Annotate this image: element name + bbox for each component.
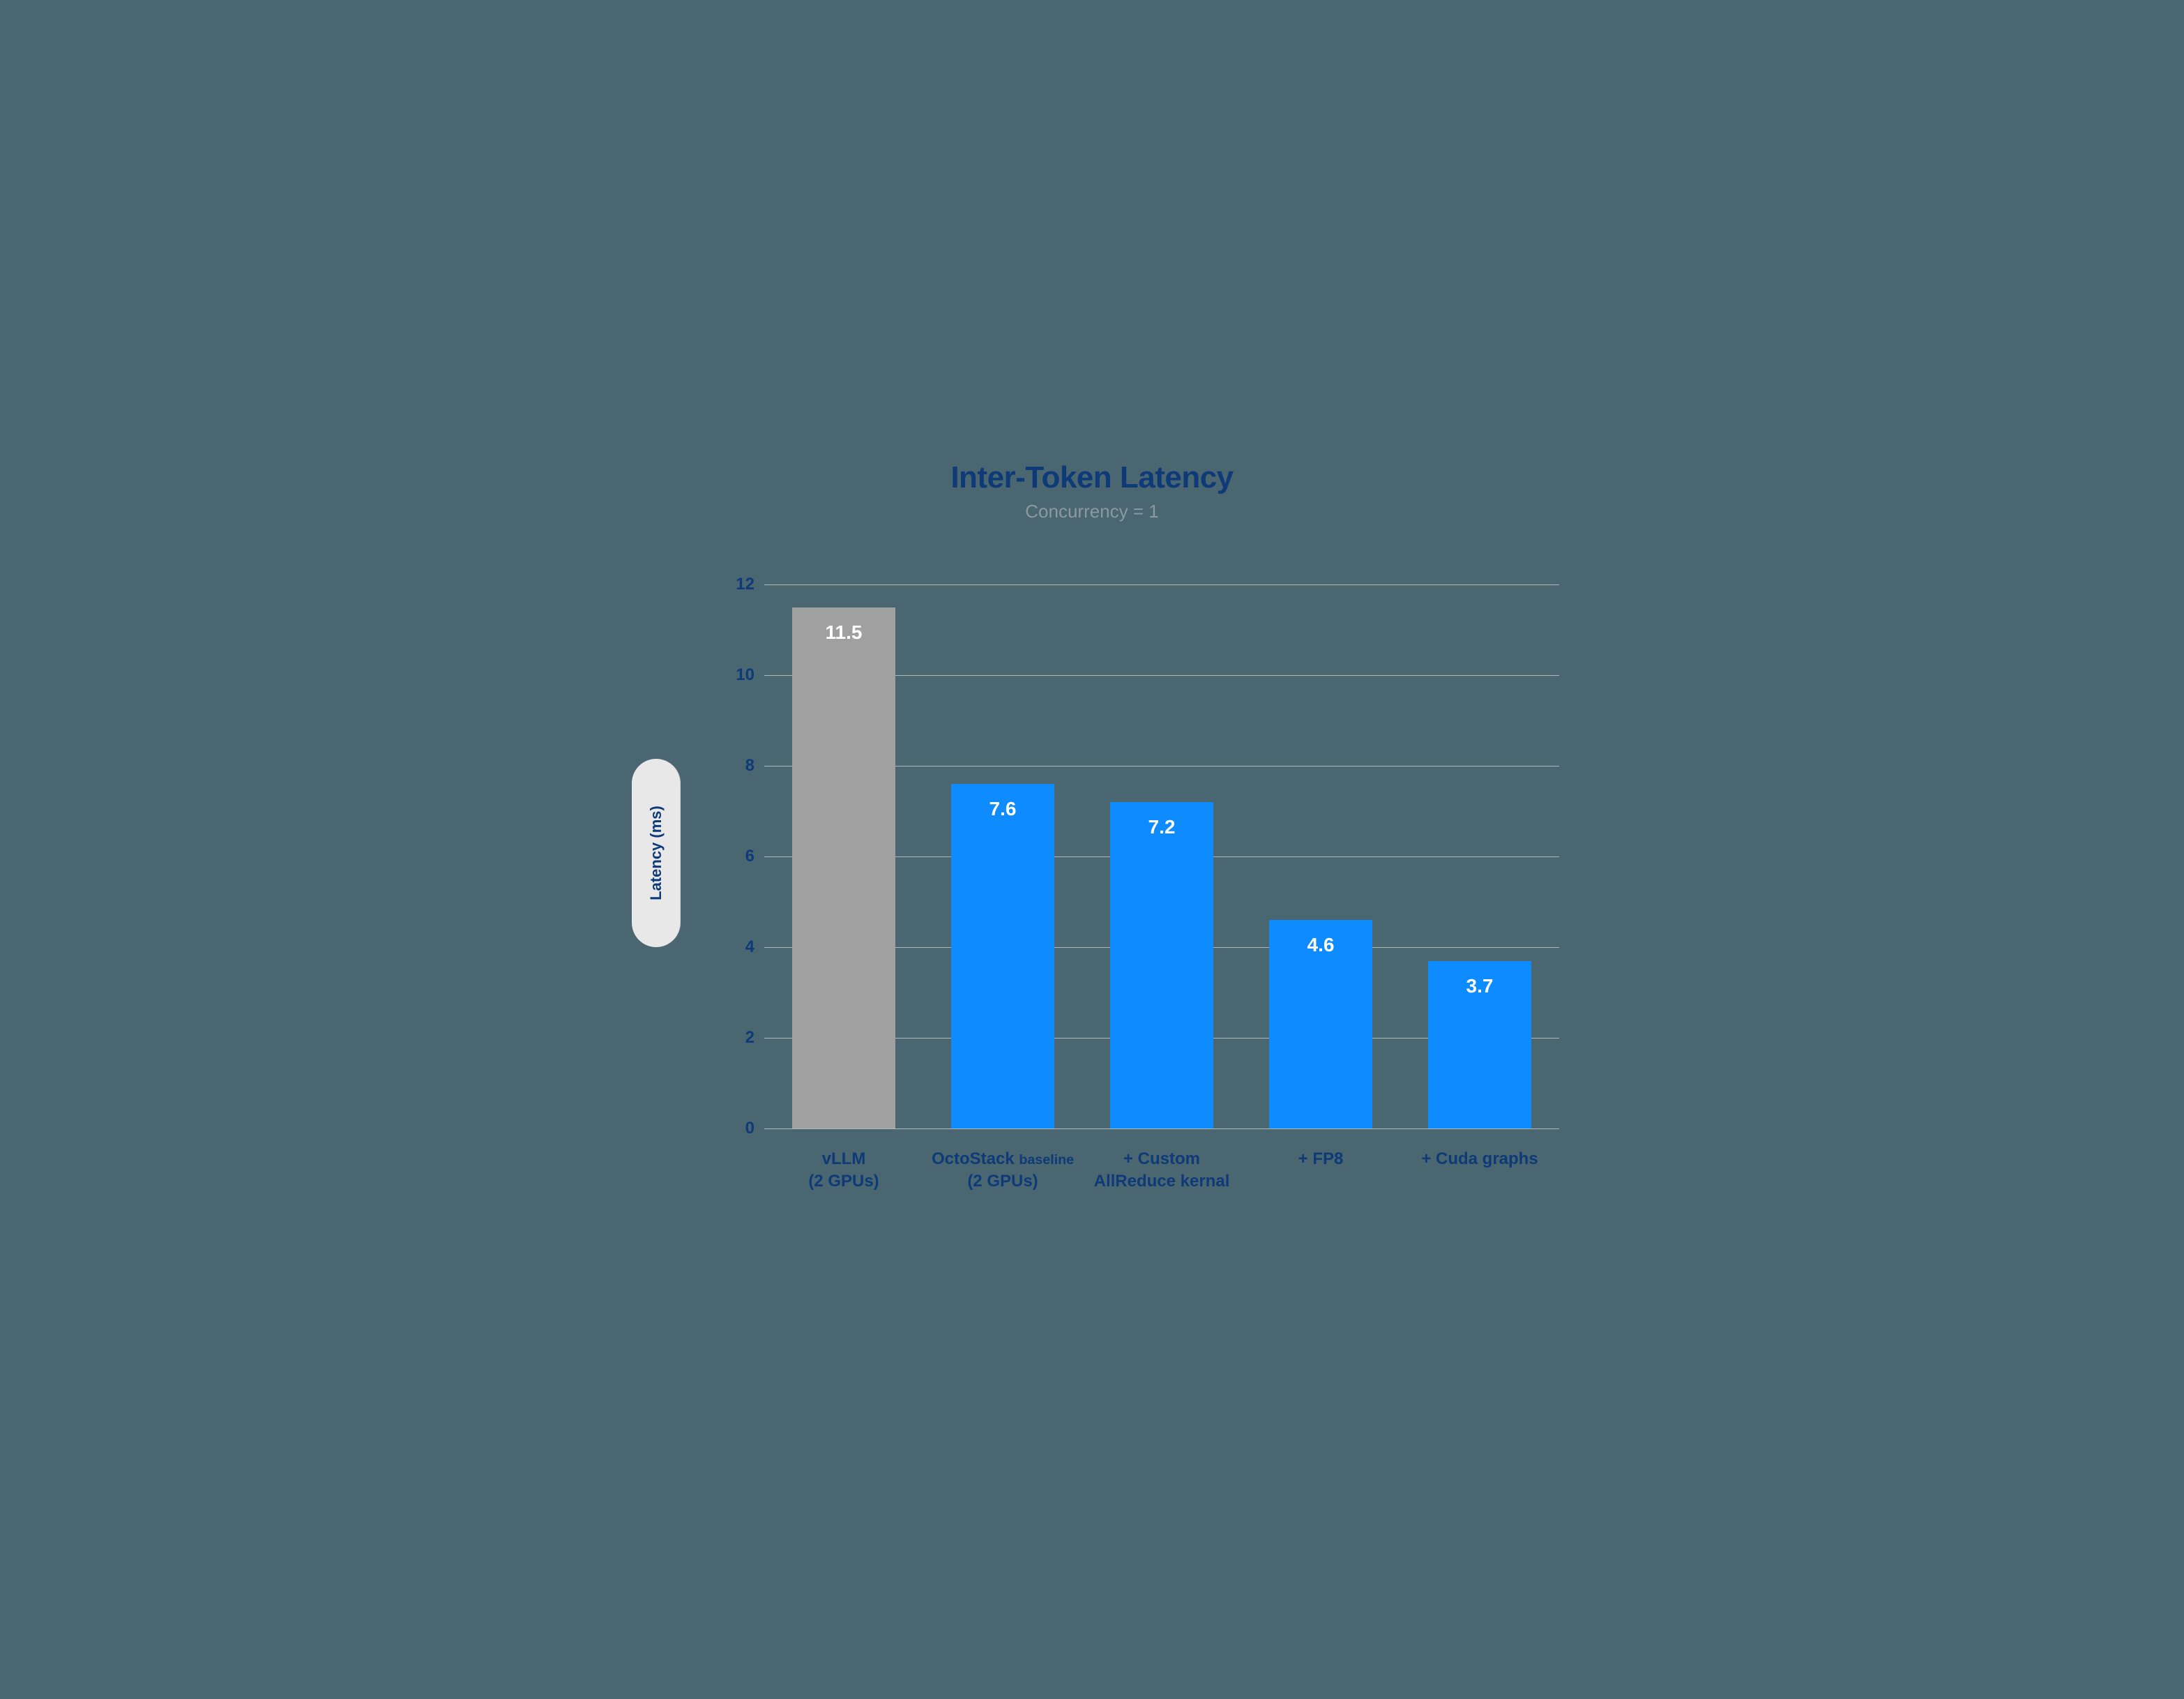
y-axis-label: Latency (ms) xyxy=(647,806,665,900)
x-axis-label: + FP8 xyxy=(1241,1148,1400,1170)
bar: 4.6 xyxy=(1269,920,1372,1128)
y-tick-label: 6 xyxy=(720,847,754,866)
y-tick-label: 4 xyxy=(720,937,754,957)
chart-stage: Inter-Token Latency Concurrency = 1 Late… xyxy=(576,431,1608,1268)
y-tick-label: 2 xyxy=(720,1028,754,1048)
bar: 11.5 xyxy=(792,607,895,1129)
bar-value-label: 11.5 xyxy=(792,621,895,644)
y-tick-label: 0 xyxy=(720,1119,754,1138)
x-axis-label: OctoStack baseline(2 GPUs) xyxy=(923,1148,1082,1193)
bar-value-label: 7.2 xyxy=(1110,816,1213,838)
y-tick-label: 10 xyxy=(720,665,754,685)
y-axis-label-chip: Latency (ms) xyxy=(632,759,681,947)
x-axis-label: + Cuda graphs xyxy=(1400,1148,1559,1170)
bar-value-label: 4.6 xyxy=(1269,934,1372,956)
plot-area: 02468101211.5vLLM(2 GPUs)7.6OctoStack ba… xyxy=(764,584,1559,1128)
x-axis-label: vLLM(2 GPUs) xyxy=(764,1148,923,1193)
bar: 7.2 xyxy=(1110,802,1213,1128)
grid-line xyxy=(764,1128,1559,1129)
chart-title: Inter-Token Latency xyxy=(576,460,1608,495)
grid-line xyxy=(764,584,1559,585)
bar-value-label: 7.6 xyxy=(951,798,1054,820)
bar: 3.7 xyxy=(1428,961,1531,1129)
y-tick-label: 12 xyxy=(720,575,754,594)
y-tick-label: 8 xyxy=(720,756,754,776)
bar: 7.6 xyxy=(951,784,1054,1128)
chart-subtitle: Concurrency = 1 xyxy=(576,501,1608,522)
x-axis-label: + CustomAllReduce kernal xyxy=(1082,1148,1241,1193)
bar-value-label: 3.7 xyxy=(1428,975,1531,997)
